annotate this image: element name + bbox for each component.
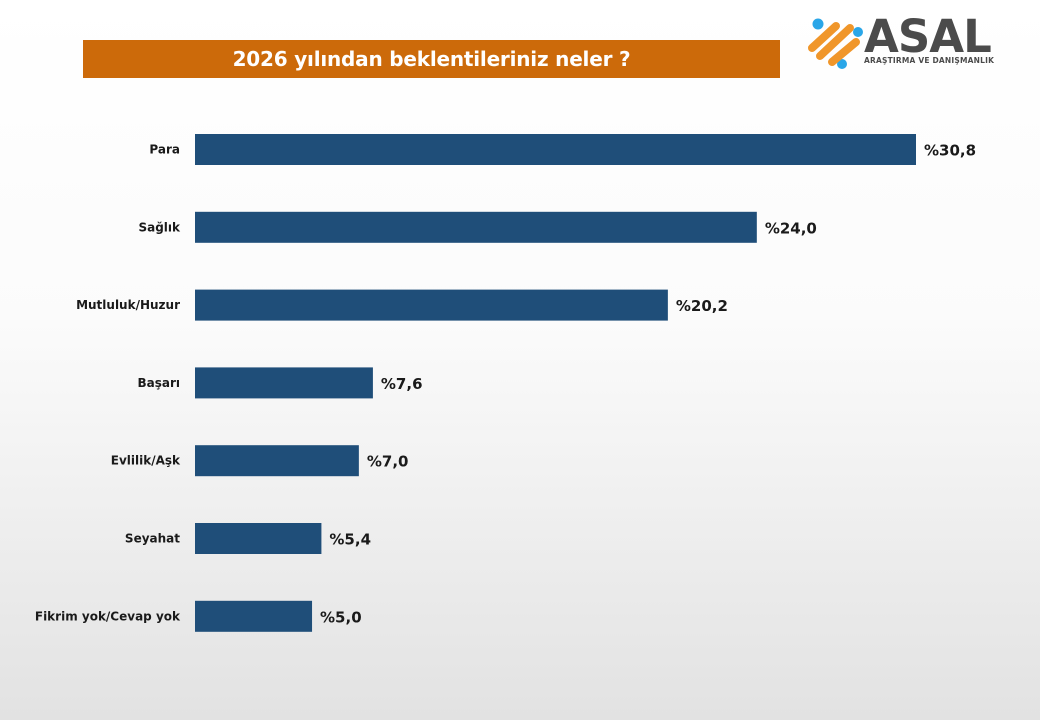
category-label: Sağlık xyxy=(138,220,181,234)
bar xyxy=(195,289,668,321)
asal-logo-mark-icon xyxy=(808,18,863,69)
category-label: Para xyxy=(149,143,180,157)
bar xyxy=(195,134,916,165)
bar xyxy=(195,523,322,554)
data-label: %7,6 xyxy=(381,375,423,393)
category-label: Seyahat xyxy=(125,532,180,546)
chart-title-bar: 2026 yılından beklentileriniz neler ? xyxy=(83,40,780,78)
logo-wordmark: ASAL xyxy=(864,10,992,63)
chart-title: 2026 yılından beklentileriniz neler ? xyxy=(232,47,631,71)
bar xyxy=(195,211,757,243)
category-label: Evlilik/Aşk xyxy=(111,454,181,468)
category-label: Başarı xyxy=(137,376,180,390)
bar xyxy=(195,600,313,632)
bar xyxy=(195,445,359,477)
logo-tagline: ARAŞTIRMA VE DANIŞMANLIK xyxy=(864,56,995,65)
data-label: %24,0 xyxy=(765,219,817,237)
data-label: %7,0 xyxy=(367,453,409,471)
data-label: %5,4 xyxy=(329,531,371,549)
category-label: Fikrim yok/Cevap yok xyxy=(35,609,181,623)
data-label: %20,2 xyxy=(676,297,728,315)
data-label: %30,8 xyxy=(924,142,976,160)
bar xyxy=(195,367,373,399)
category-label: Mutluluk/Huzur xyxy=(76,298,180,312)
asal-logo: ASAL ARAŞTIRMA VE DANIŞMANLIK xyxy=(806,12,996,74)
data-label: %5,0 xyxy=(320,608,362,626)
